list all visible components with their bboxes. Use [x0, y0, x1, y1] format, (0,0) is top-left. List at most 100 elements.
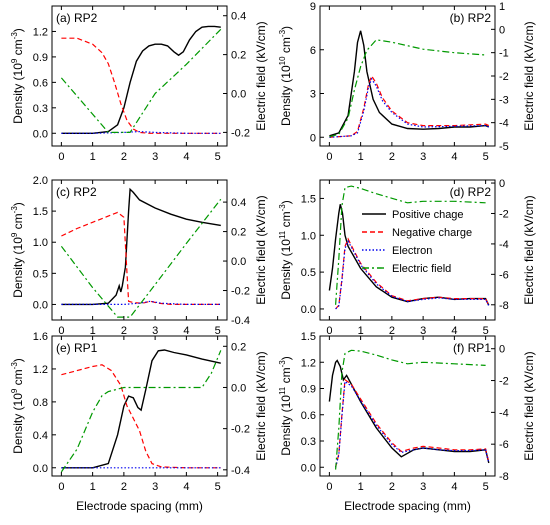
- y-tick-label: 0.6: [33, 77, 48, 89]
- y-tick-label: 0.9: [301, 384, 316, 396]
- text-span: Electric field (kV/cm): [522, 195, 536, 304]
- text-span: Density (10: [279, 65, 293, 126]
- x-tick-label: 5: [483, 151, 489, 163]
- y2-tick-label: 0.0: [231, 256, 246, 268]
- x-tick-label: 3: [420, 325, 426, 337]
- y2-axis-title: Electric field (kV/cm): [522, 195, 536, 304]
- chart-panel: 0 1 2 3 4 5 0.0 0.3 0.6 0.9 1.2 -0.2 0.0 0.2 0.4 Densit…: [10, 5, 268, 163]
- y2-tick-label: -2: [499, 71, 509, 83]
- series-line-electron: [335, 239, 490, 310]
- y-tick-label: 6: [310, 45, 316, 57]
- series-line-positive-chage: [61, 187, 221, 306]
- text-span: Electric field (kV/cm): [522, 21, 536, 130]
- y-tick-label: 0.6: [301, 410, 316, 422]
- y-tick-label: 0.0: [33, 463, 48, 475]
- x-tick-label: 0: [58, 481, 64, 493]
- series-line-positive-chage: [328, 359, 490, 464]
- plot-frame: [319, 335, 496, 477]
- y2-tick-label: -4: [499, 239, 509, 251]
- y2-tick-label: -0.4: [231, 315, 250, 327]
- y-tick-label: 1.2: [301, 357, 316, 369]
- y2-tick-label: 0.0: [231, 89, 246, 101]
- x-tick-label: 1: [90, 325, 96, 337]
- chart-panel: 0 1 2 3 4 5 0.0 0.5 1.0 1.5 -8 -6 -4 -2 0 Density (1011…: [278, 178, 536, 337]
- x-tick-label: 1: [358, 481, 364, 493]
- x-axis-title: Electrode spacing (mm): [76, 499, 203, 513]
- y2-tick-label: -6: [499, 269, 509, 281]
- y-axis-title: Density (109​ cm-3​): [10, 202, 25, 298]
- text-span: 9: [10, 232, 19, 237]
- x-tick-label: 2: [389, 481, 395, 493]
- series-line-electron: [61, 130, 221, 134]
- x-tick-label: 4: [183, 151, 189, 163]
- series-line-electric-field: [60, 198, 222, 318]
- panel-label: (a) RP2: [56, 11, 98, 25]
- x-tick-label: 5: [483, 481, 489, 493]
- y2-tick-label: -1: [499, 48, 509, 60]
- y2-tick-label: -6: [499, 439, 509, 451]
- y-tick-label: 0.0: [301, 304, 316, 316]
- y-tick-label: 1.2: [33, 26, 48, 38]
- text-span: cm: [279, 367, 293, 386]
- x-tick-label: 5: [215, 151, 221, 163]
- chart-panel: 0 1 2 3 4 5 0.0 0.5 1.0 1.5 2.0 -0.4 -0.2 0.0 0.2 0.4 De…: [10, 175, 268, 337]
- y2-tick-label: -5: [499, 141, 509, 153]
- series-line-negative-charge: [61, 211, 221, 305]
- y-tick-label: 1.0: [301, 230, 316, 242]
- y2-tick-label: -3: [499, 94, 509, 106]
- x-tick-label: 0: [326, 325, 332, 337]
- x-tick-label: 5: [483, 325, 489, 337]
- text-span: ): [279, 356, 293, 360]
- text-span: cm: [279, 211, 293, 230]
- series-line-positive-chage: [61, 349, 221, 469]
- y-axis-title: Density (1011​ cm-3​): [278, 200, 293, 299]
- x-tick-label: 3: [420, 151, 426, 163]
- text-span: Electric field (kV/cm): [522, 351, 536, 460]
- y-tick-label: 9: [310, 1, 316, 13]
- text-span: Density (10: [279, 239, 293, 300]
- x-tick-label: 2: [389, 325, 395, 337]
- series-line-negative-charge: [335, 378, 490, 468]
- y-tick-label: 1.0: [33, 237, 48, 249]
- text-span: -3: [278, 29, 287, 37]
- text-span: -3: [278, 204, 287, 212]
- series-line-negative-charge: [329, 74, 490, 138]
- text-span: -3: [278, 360, 287, 368]
- x-tick-label: 0: [58, 325, 64, 337]
- y2-tick-label: 0.2: [231, 227, 246, 239]
- y2-tick-label: -4: [499, 407, 509, 419]
- y-tick-label: 1.5: [301, 331, 316, 343]
- x-tick-label: 4: [183, 325, 189, 337]
- x-tick-label: 4: [183, 481, 189, 493]
- x-tick-label: 2: [121, 481, 127, 493]
- y-tick-label: 0.0: [33, 299, 48, 311]
- y-tick-label: 2.0: [33, 175, 48, 187]
- series-line-electric-field: [335, 185, 486, 305]
- legend-label: Negative charge: [392, 227, 472, 239]
- y2-tick-label: 0: [499, 24, 505, 36]
- series-line-negative-charge: [61, 364, 221, 469]
- plot-frame: [51, 335, 228, 477]
- x-tick-label: 2: [389, 151, 395, 163]
- y2-axis-title: Electric field (kV/cm): [254, 351, 268, 460]
- text-span: 11: [278, 230, 287, 239]
- y2-tick-label: -4: [499, 118, 509, 130]
- text-span: cm: [11, 369, 25, 388]
- series-line-negative-charge: [61, 37, 221, 134]
- x-tick-label: 4: [451, 325, 457, 337]
- text-span: ): [11, 28, 25, 32]
- y-tick-label: 0.5: [301, 267, 316, 279]
- y-tick-label: 0.5: [33, 268, 48, 280]
- y2-tick-label: -0.2: [231, 127, 250, 139]
- y-tick-label: 1.5: [33, 206, 48, 218]
- text-span: cm: [11, 39, 25, 58]
- x-tick-label: 4: [451, 151, 457, 163]
- x-tick-label: 3: [152, 151, 158, 163]
- y-tick-label: 0.3: [33, 103, 48, 115]
- panel-label: (d) RP2: [450, 185, 492, 199]
- text-span: Electric field (kV/cm): [254, 21, 268, 130]
- legend: Positive chage Negative charge Electron Ele…: [362, 209, 472, 275]
- x-tick-label: 4: [451, 481, 457, 493]
- panel-label: (e) RP1: [56, 341, 98, 355]
- text-span: Density (10: [279, 395, 293, 456]
